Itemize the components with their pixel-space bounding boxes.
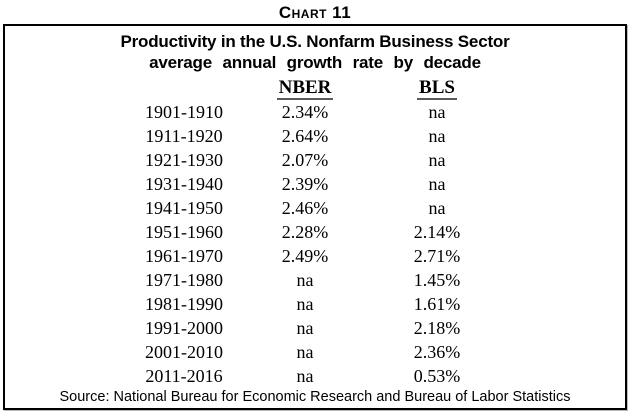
nber-column-header: NBER <box>276 77 334 100</box>
nber-cell: na <box>296 270 314 290</box>
bls-cell: 2.36% <box>413 342 461 362</box>
nber-cell: na <box>296 342 314 362</box>
decade-cell: 2001-2010 <box>145 342 223 362</box>
table-row: 1921-1930 2.07% na <box>5 148 625 172</box>
decade-cell: 1941-1950 <box>145 198 223 218</box>
bls-column-header: BLS <box>417 77 457 100</box>
bls-cell: 1.61% <box>413 294 461 314</box>
decade-cell: 1981-1990 <box>145 294 223 314</box>
bls-cell: na <box>428 102 446 122</box>
bls-cell: na <box>428 150 446 170</box>
source-note: Source: National Bureau for Economic Res… <box>59 389 571 405</box>
table-row: 1941-1950 2.46% na <box>5 196 625 220</box>
table-row: 1971-1980 na 1.45% <box>5 268 625 292</box>
nber-cell: na <box>296 294 314 314</box>
bls-cell: na <box>428 126 446 146</box>
chart-box: Productivity in the U.S. Nonfarm Busines… <box>3 24 627 410</box>
decade-cell: 1961-1970 <box>145 246 223 266</box>
bls-cell: 2.18% <box>413 318 461 338</box>
decade-cell: 1991-2000 <box>145 318 223 338</box>
bls-cell: na <box>428 198 446 218</box>
table-row: 1991-2000 na 2.18% <box>5 316 625 340</box>
table-row: 1901-1910 2.34% na <box>5 100 625 124</box>
table-row: 1931-1940 2.39% na <box>5 172 625 196</box>
table-row: 1951-1960 2.28% 2.14% <box>5 220 625 244</box>
decade-cell: 1971-1980 <box>145 270 223 290</box>
nber-cell: 2.49% <box>281 246 329 266</box>
bls-cell: 1.45% <box>413 270 461 290</box>
nber-cell: 2.64% <box>281 126 329 146</box>
nber-cell: na <box>296 366 314 386</box>
figure-label: Chart 11 <box>278 3 352 22</box>
table-row: 2011-2016 na 0.53% <box>5 364 625 388</box>
nber-cell: 2.46% <box>281 198 329 218</box>
decade-cell: 1921-1930 <box>145 150 223 170</box>
bls-cell: 2.71% <box>413 246 461 266</box>
decade-cell: 2011-2016 <box>145 366 223 386</box>
bls-cell: na <box>428 174 446 194</box>
chart-subtitle: average annual growth rate by decade <box>149 53 481 72</box>
table-row: 2001-2010 na 2.36% <box>5 340 625 364</box>
decade-cell: 1951-1960 <box>145 222 223 242</box>
table-header-row: NBER BLS <box>5 75 625 100</box>
table-row: 1911-1920 2.64% na <box>5 124 625 148</box>
nber-cell: 2.28% <box>281 222 329 242</box>
chart-title: Productivity in the U.S. Nonfarm Busines… <box>120 32 510 51</box>
nber-cell: 2.39% <box>281 174 329 194</box>
bls-cell: 0.53% <box>413 366 461 386</box>
nber-cell: 2.07% <box>281 150 329 170</box>
table-row: 1961-1970 2.49% 2.71% <box>5 244 625 268</box>
productivity-table: NBER BLS 1901-1910 2.34% na 1911-1920 2.… <box>5 75 625 388</box>
nber-cell: na <box>296 318 314 338</box>
decade-cell: 1931-1940 <box>145 174 223 194</box>
nber-cell: 2.34% <box>281 102 329 122</box>
bls-cell: 2.14% <box>413 222 461 242</box>
decade-cell: 1911-1920 <box>145 126 223 146</box>
decade-column-header <box>124 75 244 100</box>
table-row: 1981-1990 na 1.61% <box>5 292 625 316</box>
decade-cell: 1901-1910 <box>145 102 223 122</box>
